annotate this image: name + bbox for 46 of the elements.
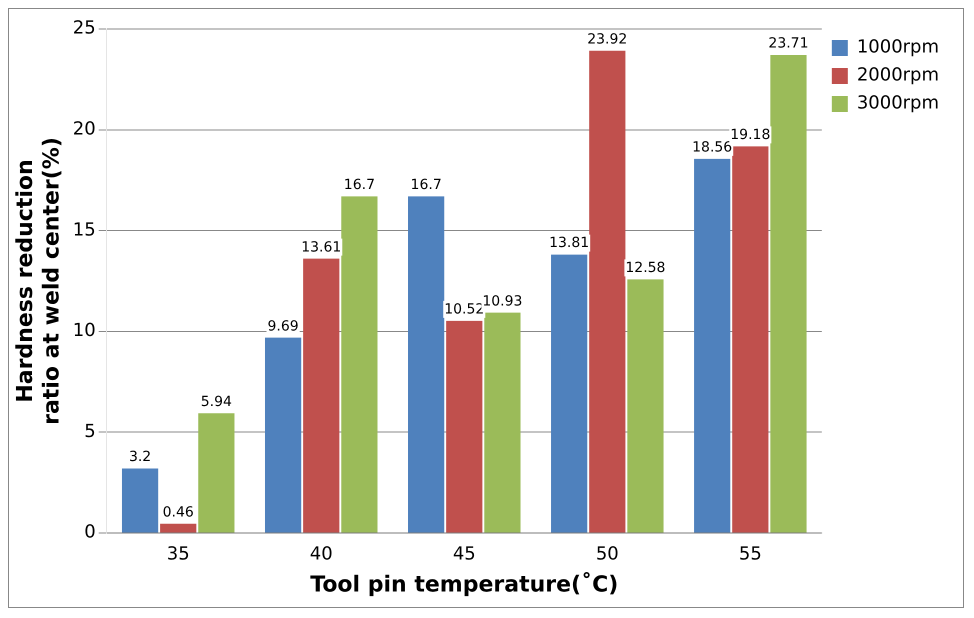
data-label: 23.71 <box>768 36 809 52</box>
y-tick-label: 0 <box>84 522 96 543</box>
data-label: 10.93 <box>482 293 522 310</box>
x-tick-label: 35 <box>166 543 190 564</box>
y-tick-label: 10 <box>72 320 96 342</box>
bar <box>694 158 730 532</box>
bar <box>446 320 482 532</box>
bar <box>264 338 302 532</box>
bar <box>198 413 234 532</box>
data-label: 0.46 <box>162 504 194 520</box>
bar <box>770 55 807 532</box>
data-label: 5.94 <box>200 394 232 410</box>
bar <box>341 196 378 532</box>
data-label: 3.2 <box>128 449 152 466</box>
data-label: 12.58 <box>625 260 666 276</box>
legend-label: 2000rpm <box>856 64 940 86</box>
bar <box>122 468 158 532</box>
x-tick-label: 45 <box>452 543 476 564</box>
x-tick-label: 55 <box>738 543 762 564</box>
data-label: 23.92 <box>587 31 628 48</box>
y-tick-label: 5 <box>84 420 96 442</box>
bar <box>408 196 444 532</box>
bar <box>160 524 196 532</box>
x-tick-label: 40 <box>310 543 333 564</box>
data-label: 13.61 <box>301 239 342 256</box>
bar <box>627 279 664 532</box>
data-label: 13.81 <box>549 235 590 252</box>
bar <box>303 258 340 532</box>
y-tick-label: 15 <box>72 219 96 240</box>
bar <box>589 50 626 532</box>
x-axis-title: Tool pin temperature(˚C) <box>310 572 618 598</box>
y-tick-label: 20 <box>72 118 96 140</box>
data-label: 16.7 <box>344 176 375 193</box>
legend-label: 3000rpm <box>856 92 940 114</box>
data-label: 9.69 <box>268 318 299 334</box>
y-tick-label: 25 <box>72 18 96 39</box>
legend-label: 1000rpm <box>856 36 940 58</box>
data-label: 10.52 <box>444 302 484 318</box>
data-label: 19.18 <box>730 126 770 143</box>
bar <box>732 146 768 532</box>
data-label: 16.7 <box>410 176 442 193</box>
x-tick-label: 50 <box>596 543 619 564</box>
bar <box>551 254 588 532</box>
data-label: 18.56 <box>692 139 732 156</box>
bar <box>484 312 521 532</box>
y-axis-title: Hardness reduction ratio at weld center(%) <box>12 137 64 425</box>
